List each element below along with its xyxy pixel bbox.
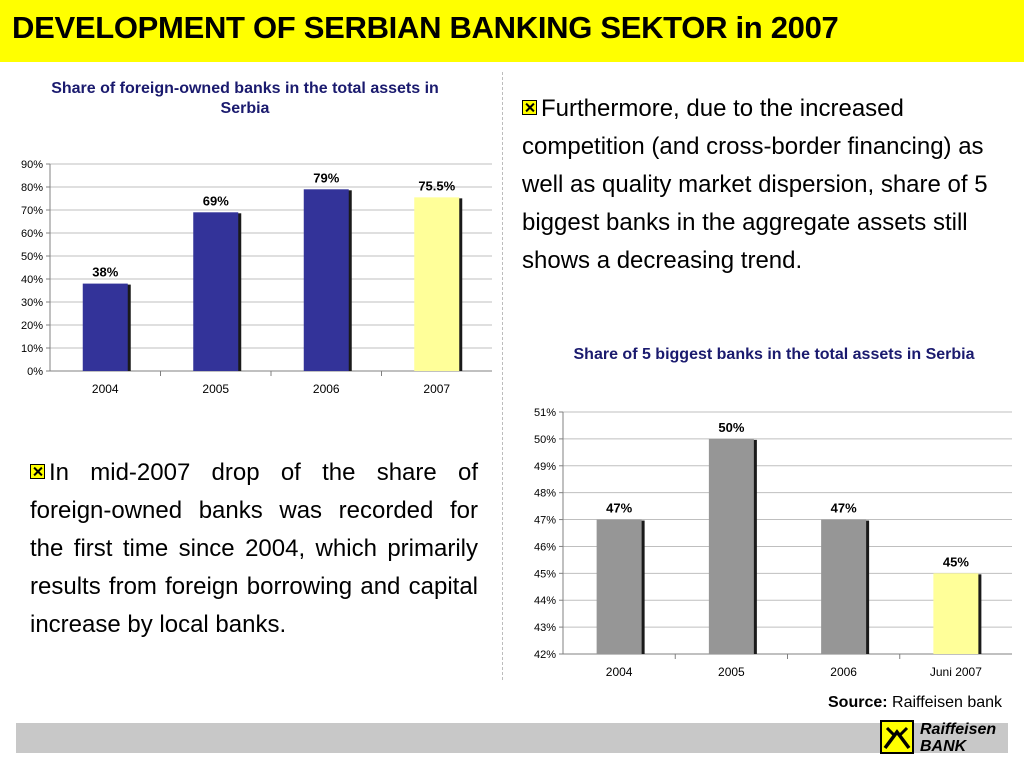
y-tick-label: 47% (534, 515, 556, 527)
bar (303, 189, 349, 371)
y-tick-label: 20% (21, 320, 43, 332)
y-tick-label: 40% (21, 274, 43, 286)
y-tick-label: 30% (21, 297, 43, 309)
paragraph-competition: Furthermore, due to the increased compet… (522, 90, 992, 280)
y-tick-label: 50% (534, 434, 556, 446)
paragraph-foreign-drop-text: In mid-2007 drop of the share of foreign… (30, 459, 478, 638)
y-tick-label: 70% (21, 205, 43, 217)
y-tick-label: 50% (21, 251, 43, 263)
x-tick-label: 2006 (313, 382, 340, 396)
checkbox-bullet-icon (522, 100, 537, 115)
slide-title: DEVELOPMENT OF SERBIAN BANKING SEKTOR in… (12, 10, 839, 45)
x-tick-label: 2005 (202, 382, 229, 396)
bar (821, 519, 867, 654)
y-tick-label: 43% (534, 622, 556, 634)
y-tick-label: 80% (21, 182, 43, 194)
y-tick-label: 46% (534, 541, 556, 553)
logo-graphic (883, 726, 911, 750)
y-tick-label: 44% (534, 595, 556, 607)
source-label: Source: (828, 694, 888, 711)
x-tick-label: Juni 2007 (930, 665, 982, 679)
source-text: Raiffeisen bank (892, 694, 1003, 711)
bar (193, 212, 239, 371)
data-label: 45% (943, 554, 969, 569)
data-label: 47% (606, 501, 632, 516)
data-label: 75.5% (418, 178, 455, 193)
y-tick-label: 49% (534, 461, 556, 473)
data-label: 79% (313, 170, 339, 185)
y-tick-label: 10% (21, 343, 43, 355)
chart2-title: Share of 5 biggest banks in the total as… (573, 346, 975, 363)
checkbox-bullet-icon (30, 464, 45, 479)
bar (933, 573, 979, 654)
x-tick-label: 2004 (92, 382, 119, 396)
data-label: 38% (92, 265, 118, 280)
chart1-foreign-owned-banks: 0% 10% 20% 30% 40% 50% 60% 70% 80% 90% 38% 2004 69% 2… (21, 159, 492, 396)
y-tick-label: 48% (534, 488, 556, 500)
chart1-title: Share of foreign-owned banks in the tota… (51, 80, 439, 117)
y-tick-label: 0% (27, 366, 43, 378)
data-label: 69% (203, 193, 229, 208)
y-tick-label: 60% (21, 228, 43, 240)
raiffeisen-gable-cross-icon (880, 720, 914, 754)
chart2-five-biggest-banks: 42% 43% 44% 45% 46% 47% 48% 49% 50% 51% 47% 2004 50%… (534, 407, 1012, 679)
data-label: 47% (831, 501, 857, 516)
x-tick-label: 2004 (606, 665, 633, 679)
logo-wordmark: Raiffeisen BANK (920, 721, 996, 755)
bar (414, 197, 460, 371)
bar (82, 283, 128, 371)
logo-line2: BANK (920, 738, 967, 755)
paragraph-competition-text: Furthermore, due to the increased compet… (522, 95, 988, 274)
x-tick-label: 2005 (718, 665, 745, 679)
column-divider (502, 72, 503, 680)
y-tick-label: 90% (21, 159, 43, 171)
paragraph-foreign-drop: In mid-2007 drop of the share of foreign… (30, 454, 478, 644)
bar (596, 519, 642, 654)
bar (708, 438, 754, 654)
x-tick-label: 2006 (830, 665, 857, 679)
source-note: Source: Raiffeisen bank (828, 694, 1002, 712)
footer-band (16, 723, 1008, 753)
title-bar: DEVELOPMENT OF SERBIAN BANKING SEKTOR in… (0, 0, 1024, 62)
x-tick-label: 2007 (423, 382, 450, 396)
data-label: 50% (718, 420, 744, 435)
y-tick-label: 51% (534, 407, 556, 419)
y-tick-label: 45% (534, 568, 556, 580)
y-tick-label: 42% (534, 649, 556, 661)
logo-line1: Raiffeisen (920, 721, 997, 738)
